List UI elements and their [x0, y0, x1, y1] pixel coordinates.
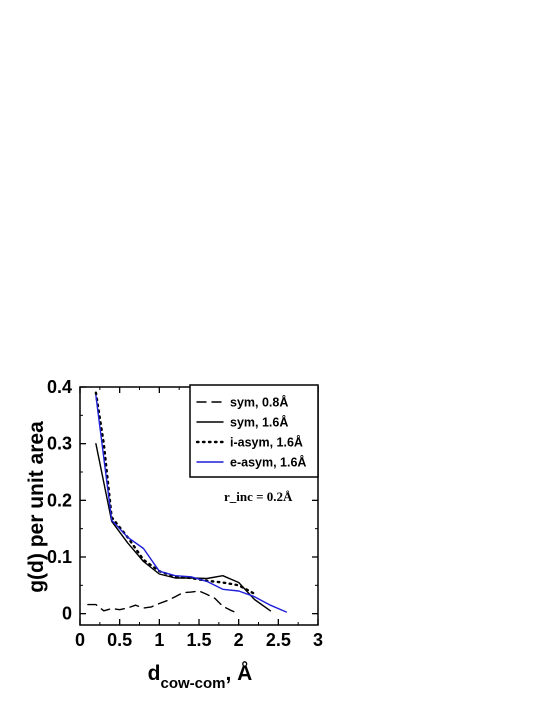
x-axis-label-main: d — [148, 662, 161, 685]
y-tick-label: 0.3 — [47, 434, 72, 454]
y-tick-label: 0 — [62, 604, 72, 624]
series-line-3 — [95, 394, 287, 613]
x-tick-label: 1.5 — [186, 630, 211, 650]
x-tick-label: 2.5 — [266, 630, 291, 650]
legend: sym, 0.8Å sym, 1.6Å i-asym, 1.6Å e-asym, 1.… — [189, 384, 319, 478]
y-axis-label: g(d) per unit area — [25, 421, 48, 593]
x-axis-label-subscript: cow-com — [160, 675, 225, 692]
y-tick-label: 0.4 — [47, 377, 72, 397]
series-line-0 — [87, 590, 240, 615]
series-lines — [87, 391, 287, 615]
tick-labels: 0 0.5 1 1.5 2 2.5 3 0 0.1 0.2 0.3 0.4 — [47, 377, 323, 650]
x-axis-label-unit: , Å — [226, 661, 253, 685]
x-tick-label: 0 — [75, 630, 85, 650]
legend-label-1: sym, 1.6Å — [230, 415, 288, 430]
legend-label-3: e-asym, 1.6Å — [230, 455, 306, 470]
annotation-r-inc: r_inc = 0.2Å — [224, 489, 293, 504]
x-tick-label: 0.5 — [107, 630, 132, 650]
y-tick-label: 0.1 — [47, 547, 72, 567]
x-axis-label: dcow-com, Å — [148, 661, 253, 692]
legend-label-0: sym, 0.8Å — [230, 395, 288, 410]
x-tick-label: 1 — [154, 630, 164, 650]
legend-label-2: i-asym, 1.6Å — [230, 435, 303, 450]
y-tick-label: 0.2 — [47, 490, 72, 510]
x-tick-label: 2 — [234, 630, 244, 650]
x-tick-label: 3 — [313, 630, 323, 650]
